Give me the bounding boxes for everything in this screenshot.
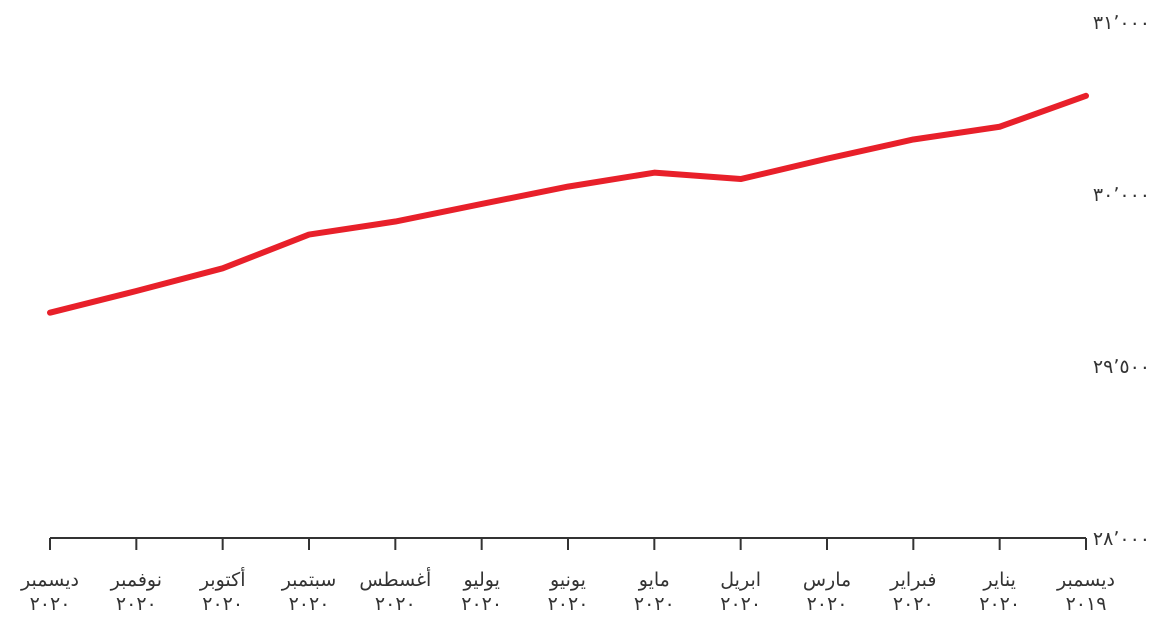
x-tick-label: يونيو ٢٠٢٠ bbox=[548, 569, 589, 615]
x-tick-label: سبتمبر ٢٠٢٠ bbox=[281, 569, 337, 615]
x-tick-label: يناير ٢٠٢٠ bbox=[979, 569, 1020, 615]
x-tick-label: مارس ٢٠٢٠ bbox=[803, 569, 851, 615]
x-tick-label: ديسمبر ٢٠٢٠ bbox=[20, 569, 79, 615]
x-tick-label: أغسطس ٢٠٢٠ bbox=[359, 567, 431, 615]
x-tick-label: نوفمبر ٢٠٢٠ bbox=[110, 569, 162, 615]
x-tick-label: يوليو ٢٠٢٠ bbox=[461, 569, 502, 615]
y-tick-label: ٢٩٬٥٠٠ bbox=[1093, 356, 1150, 378]
y-tick-label: ٢٨٬٠٠٠ bbox=[1093, 528, 1150, 550]
line bbox=[47, 92, 1089, 316]
x-tick-label: مايو ٢٠٢٠ bbox=[634, 569, 675, 615]
x-tick-label: فبراير ٢٠٢٠ bbox=[889, 569, 936, 615]
x-tick-label: ابريل ٢٠٢٠ bbox=[720, 569, 761, 615]
y-tick-label: ٣١٬٠٠٠ bbox=[1093, 12, 1150, 34]
y-tick-label: ٣٠٬٠٠٠ bbox=[1093, 184, 1150, 206]
x-tick-label: أكتوبر ٢٠٢٠ bbox=[199, 567, 246, 615]
x-tick-label: ديسمبر ٢٠١٩ bbox=[1056, 569, 1115, 615]
